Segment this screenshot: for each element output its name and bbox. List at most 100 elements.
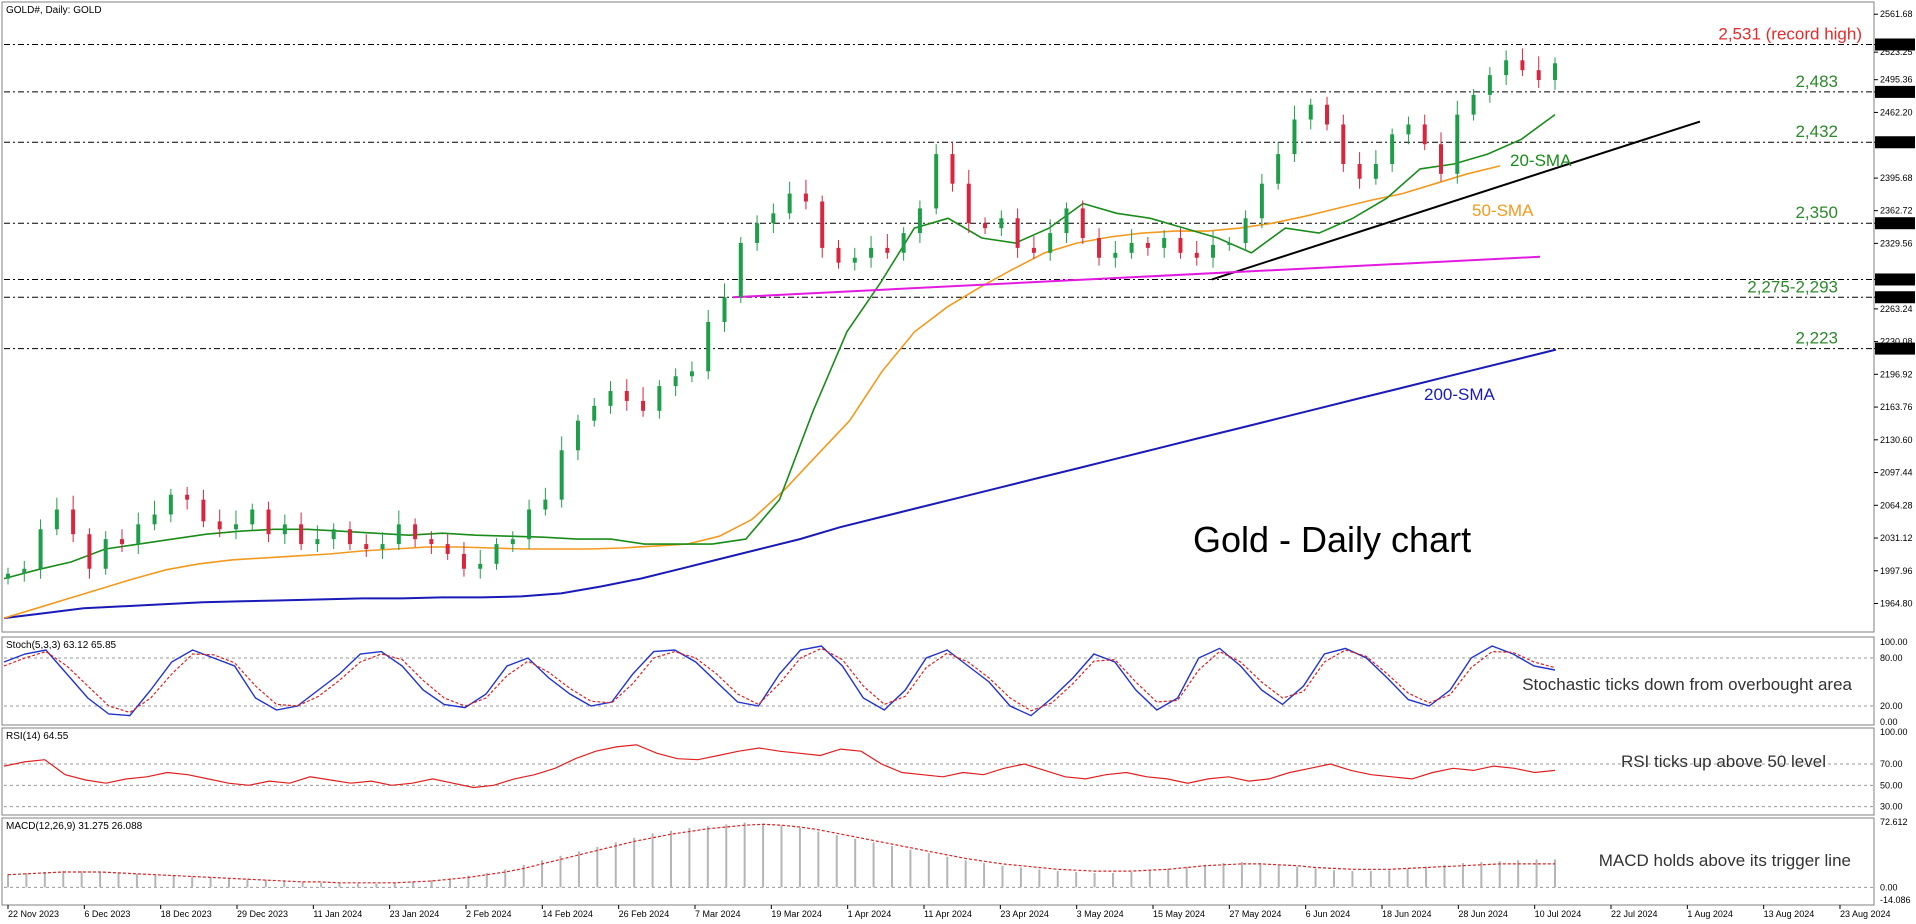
rsi-panel-frame [1,727,1875,816]
candle-body [1276,154,1281,184]
candle-body [396,524,401,545]
candle-body [738,242,743,298]
candle-body [820,201,825,248]
candle-body [494,544,499,564]
level-label: 2,531 (record high) [1718,25,1862,44]
candle-body [1259,183,1264,219]
rsi-y-label: 100.00 [1880,727,1908,737]
candle-body [1455,114,1460,174]
x-tick-label: 19 Mar 2024 [771,909,822,919]
level-label: 2,223 [1795,329,1838,348]
candle-body [71,509,76,535]
y-tick-label: 2523.25 [1880,47,1913,57]
level-price-box [1875,85,1915,98]
candle-body [282,524,287,535]
candle-body [1080,208,1085,239]
candle-body [185,494,190,500]
rsi-y-label: 30.00 [1880,802,1903,812]
y-tick-label: 2275.00 [1880,292,1913,302]
y-tick-label: 2230.08 [1880,337,1913,347]
candle-body [217,521,222,530]
candle-body [689,371,694,377]
x-tick-label: 7 Mar 2024 [695,909,741,919]
candle-body [836,247,841,263]
candle-body [1373,163,1378,179]
candle-body [950,154,955,184]
level-price-box [1875,217,1915,230]
y-tick-label: 1997.96 [1880,566,1913,576]
level-price-box [1875,38,1915,51]
stoch-y-label: 100.00 [1880,637,1908,647]
candle-body [934,154,939,209]
stoch-y-label: 0.00 [1880,717,1898,727]
candle-body [1325,104,1330,125]
candle-body [1390,134,1395,164]
y-tick-label: 2531.00 [1880,40,1913,50]
candle-body [1227,242,1232,245]
candle-body [917,208,922,234]
rsi-annotation: RSI ticks up above 50 level [1621,752,1826,771]
candle-body [966,183,971,224]
candle-body [641,400,646,411]
y-tick-label: 2064.28 [1880,500,1913,510]
y-tick-label: 2130.60 [1880,435,1913,445]
x-tick-label: 23 Apr 2024 [1000,909,1049,919]
candle-body [575,420,580,451]
candle-body [1487,75,1492,95]
x-tick-label: 13 Aug 2024 [1764,909,1815,919]
candle-body [771,213,776,224]
candle-body [364,544,369,550]
sma20-label: 20-SMA [1510,151,1572,170]
ascending-trendline [1211,120,1701,281]
candle-body [380,544,385,550]
y-tick-label: 2329.56 [1880,238,1913,248]
candle-body [1422,124,1427,145]
candle-body [852,257,857,263]
sma200-line [3,348,1557,620]
level-label: 2,275-2,293 [1747,277,1838,296]
x-tick-label: 3 May 2024 [1077,909,1124,919]
stoch-y-label: 20.00 [1880,701,1903,711]
candle-body [885,247,890,253]
macd-y-label: -14.086 [1880,895,1911,905]
candle-body [706,321,711,372]
stoch-k-line [3,645,1556,717]
level-label: 2,350 [1795,203,1838,222]
rsi-y-label: 70.00 [1880,759,1903,769]
candle-body [901,233,906,253]
candle-body [1048,233,1053,253]
x-tick-label: 28 Jun 2024 [1458,909,1508,919]
level-price-box [1875,291,1915,304]
candle-body [347,529,352,545]
macd-header: MACD(12,26,9) 31.275 26.088 [6,821,143,832]
candle-body [6,573,10,579]
candle-body [461,553,466,569]
candle-body [787,193,792,214]
stoch-d-line [3,647,1556,714]
level-price-box [1875,136,1915,149]
y-tick-label: 2462.20 [1880,107,1913,117]
candle-body [315,539,320,545]
candle-body [201,499,206,522]
candle-body [1439,144,1444,174]
candle-body [592,405,597,421]
y-tick-label: 2432.00 [1880,137,1913,147]
sma50-line [3,165,1501,619]
level-price-box [1875,273,1915,286]
macd-y-label: 0.00 [1880,882,1898,892]
candle-body [1292,119,1297,155]
sma200-label: 200-SMA [1424,385,1496,404]
x-tick-label: 27 May 2024 [1229,909,1281,919]
x-tick-label: 1 Aug 2024 [1687,909,1733,919]
y-tick-label: 2031.12 [1880,533,1913,543]
macd-panel-frame [1,817,1875,906]
candle-body [1553,63,1557,81]
candle-body [608,391,613,406]
candle-body [1243,218,1248,243]
candle-body [510,539,515,545]
x-tick-label: 10 Jul 2024 [1535,909,1582,919]
candle-body [1341,124,1346,164]
x-tick-label: 18 Jun 2024 [1382,909,1432,919]
level-label: 2,432 [1795,122,1838,141]
candle-body [1015,218,1020,248]
